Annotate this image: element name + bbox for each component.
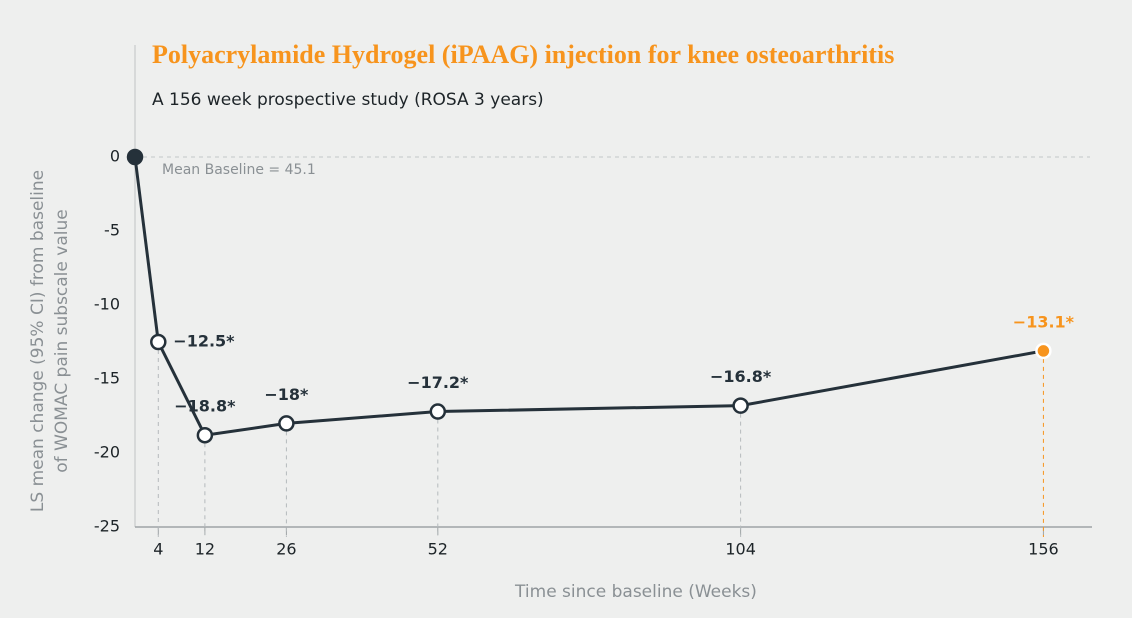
point xyxy=(150,333,167,351)
x-tick-label: 52 xyxy=(428,540,448,559)
y-tick-label: -15 xyxy=(94,369,120,388)
annotation: Mean Baseline = 45.1 xyxy=(162,162,316,178)
value-label: −13.1* xyxy=(1013,312,1075,331)
x-tick-label: 26 xyxy=(276,540,296,559)
value-label: −16.8* xyxy=(710,367,772,386)
y-axis-title: LS mean change (95% CI) from baseline xyxy=(28,170,48,512)
point xyxy=(732,397,749,414)
x-tick-label: 156 xyxy=(1028,540,1059,559)
point xyxy=(196,426,214,444)
x-axis-title: Time since baseline (Weeks) xyxy=(514,582,757,602)
x-tick-label: 4 xyxy=(153,540,163,559)
x-tick-label: 12 xyxy=(195,540,215,559)
value-label: −18.8* xyxy=(174,397,236,416)
value-label: −18* xyxy=(264,385,309,404)
value-label: −12.5* xyxy=(173,332,235,351)
y-tick-label: -25 xyxy=(94,517,120,536)
y-axis-title: of WOMAC pain subscale value xyxy=(52,209,72,472)
x-tick-label: 104 xyxy=(725,540,756,559)
chart-title: Polyacrylamide Hydrogel (iPAAG) injectio… xyxy=(152,40,894,69)
value-label: −17.2* xyxy=(407,373,469,392)
point xyxy=(1035,342,1052,360)
point xyxy=(126,148,144,166)
y-tick-label: 0 xyxy=(110,147,120,166)
point xyxy=(278,415,295,432)
y-tick-label: -5 xyxy=(104,221,120,240)
y-tick-label: -10 xyxy=(94,295,120,314)
y-tick-label: -20 xyxy=(94,443,120,462)
chart-subtitle: A 156 week prospective study (ROSA 3 yea… xyxy=(152,90,544,110)
point xyxy=(429,403,447,420)
